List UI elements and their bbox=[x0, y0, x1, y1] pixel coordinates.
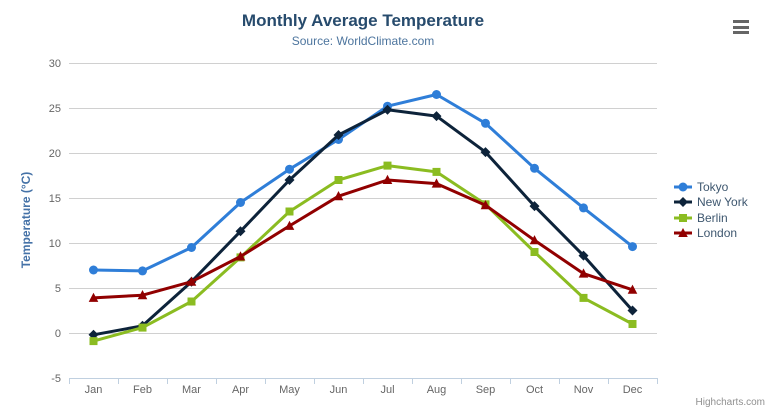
y-axis-label: -5 bbox=[51, 373, 61, 385]
series-marker-tokyo[interactable] bbox=[187, 243, 196, 252]
series-marker-tokyo[interactable] bbox=[628, 242, 637, 252]
y-axis-title: Temperature (°C) bbox=[19, 171, 33, 269]
series-marker-new-york[interactable] bbox=[627, 305, 638, 316]
series-marker-new-york[interactable] bbox=[333, 130, 344, 140]
series-marker-new-york[interactable] bbox=[431, 111, 442, 122]
series-marker-berlin[interactable] bbox=[89, 337, 98, 346]
series-line-berlin bbox=[92, 164, 634, 343]
series-marker-london[interactable] bbox=[88, 292, 99, 302]
chart-subtitle: Source: WorldClimate.com bbox=[291, 34, 435, 48]
credits-link[interactable]: Highcharts.com bbox=[695, 397, 765, 408]
series-marker-tokyo[interactable] bbox=[481, 118, 490, 128]
x-axis-label: Dec bbox=[623, 384, 643, 396]
series-marker-tokyo[interactable] bbox=[530, 163, 539, 173]
series-marker-london[interactable] bbox=[186, 276, 197, 286]
x-axis-label: Jan bbox=[85, 384, 103, 396]
series-marker-tokyo[interactable] bbox=[432, 90, 441, 99]
x-axis-label: Apr bbox=[232, 384, 249, 396]
series-marker-berlin[interactable] bbox=[383, 161, 392, 170]
series-marker-new-york[interactable] bbox=[382, 104, 393, 115]
series-line-london bbox=[92, 178, 634, 300]
hamburger-menu-icon bbox=[733, 20, 749, 34]
series-marker-new-york[interactable] bbox=[529, 201, 540, 212]
series-marker-berlin[interactable] bbox=[138, 323, 147, 332]
y-axis-label: 25 bbox=[49, 103, 61, 115]
series-line-new-york bbox=[92, 108, 634, 337]
legend-item-new-york[interactable]: New York bbox=[674, 195, 748, 211]
legend-square-icon bbox=[674, 213, 692, 222]
series-marker-berlin[interactable] bbox=[187, 297, 196, 306]
legend-label: Tokyo bbox=[697, 179, 729, 194]
legend-label: London bbox=[697, 226, 738, 241]
series-marker-berlin[interactable] bbox=[334, 176, 343, 184]
series-marker-new-york[interactable] bbox=[480, 147, 491, 158]
legend: Tokyo New York Berlin London bbox=[674, 179, 748, 241]
chart-title: Monthly Average Temperature bbox=[241, 11, 485, 30]
x-axis-label: Oct bbox=[526, 384, 543, 396]
x-axis-label: May bbox=[279, 384, 300, 396]
series-marker-berlin[interactable] bbox=[285, 207, 294, 216]
series-marker-london[interactable] bbox=[578, 268, 589, 278]
series-marker-tokyo[interactable] bbox=[285, 164, 294, 174]
series-marker-london[interactable] bbox=[333, 191, 344, 201]
x-axis-label: Jul bbox=[380, 384, 394, 396]
y-axis-label: 0 bbox=[55, 328, 61, 340]
series-marker-tokyo[interactable] bbox=[138, 266, 147, 276]
legend-item-tokyo[interactable]: Tokyo bbox=[674, 179, 748, 195]
legend-label: Berlin bbox=[697, 210, 728, 225]
series-marker-london[interactable] bbox=[529, 235, 540, 245]
legend-item-berlin[interactable]: Berlin bbox=[674, 210, 748, 226]
series-marker-new-york[interactable] bbox=[235, 226, 246, 237]
x-axis-label: Aug bbox=[427, 384, 447, 396]
series-marker-berlin[interactable] bbox=[530, 248, 539, 256]
y-axis-label: 20 bbox=[49, 148, 61, 160]
series-marker-tokyo[interactable] bbox=[579, 203, 588, 213]
x-axis-label: Nov bbox=[574, 384, 594, 396]
series-marker-london[interactable] bbox=[431, 178, 442, 188]
x-axis-label: Mar bbox=[182, 384, 201, 396]
series-marker-london[interactable] bbox=[627, 284, 638, 294]
y-axis-label: 5 bbox=[55, 283, 61, 295]
series-marker-london[interactable] bbox=[382, 174, 393, 184]
series-marker-london[interactable] bbox=[137, 290, 148, 300]
export-menu-button[interactable] bbox=[730, 18, 752, 38]
series-marker-berlin[interactable] bbox=[628, 320, 637, 328]
series-marker-new-york[interactable] bbox=[578, 250, 589, 261]
y-axis-label: 15 bbox=[49, 193, 61, 205]
y-axis-label: 10 bbox=[49, 238, 61, 250]
series-marker-berlin[interactable] bbox=[579, 293, 588, 302]
series-marker-london[interactable] bbox=[284, 220, 295, 230]
x-axis-label: Jun bbox=[330, 384, 348, 396]
series-marker-london[interactable] bbox=[235, 251, 246, 261]
y-axis-label: 30 bbox=[49, 58, 61, 70]
x-axis-label: Feb bbox=[133, 384, 152, 396]
legend-diamond-icon bbox=[674, 197, 692, 208]
x-axis-label: Sep bbox=[476, 384, 496, 396]
series-marker-new-york[interactable] bbox=[284, 175, 295, 185]
legend-triangle-icon bbox=[674, 228, 692, 238]
series-marker-tokyo[interactable] bbox=[236, 198, 245, 207]
series-marker-berlin[interactable] bbox=[432, 167, 441, 176]
series-marker-london[interactable] bbox=[480, 200, 491, 210]
series-marker-tokyo[interactable] bbox=[89, 265, 98, 275]
legend-label: New York bbox=[697, 195, 748, 210]
legend-item-london[interactable]: London bbox=[674, 226, 748, 242]
legend-circle-icon bbox=[674, 182, 692, 192]
